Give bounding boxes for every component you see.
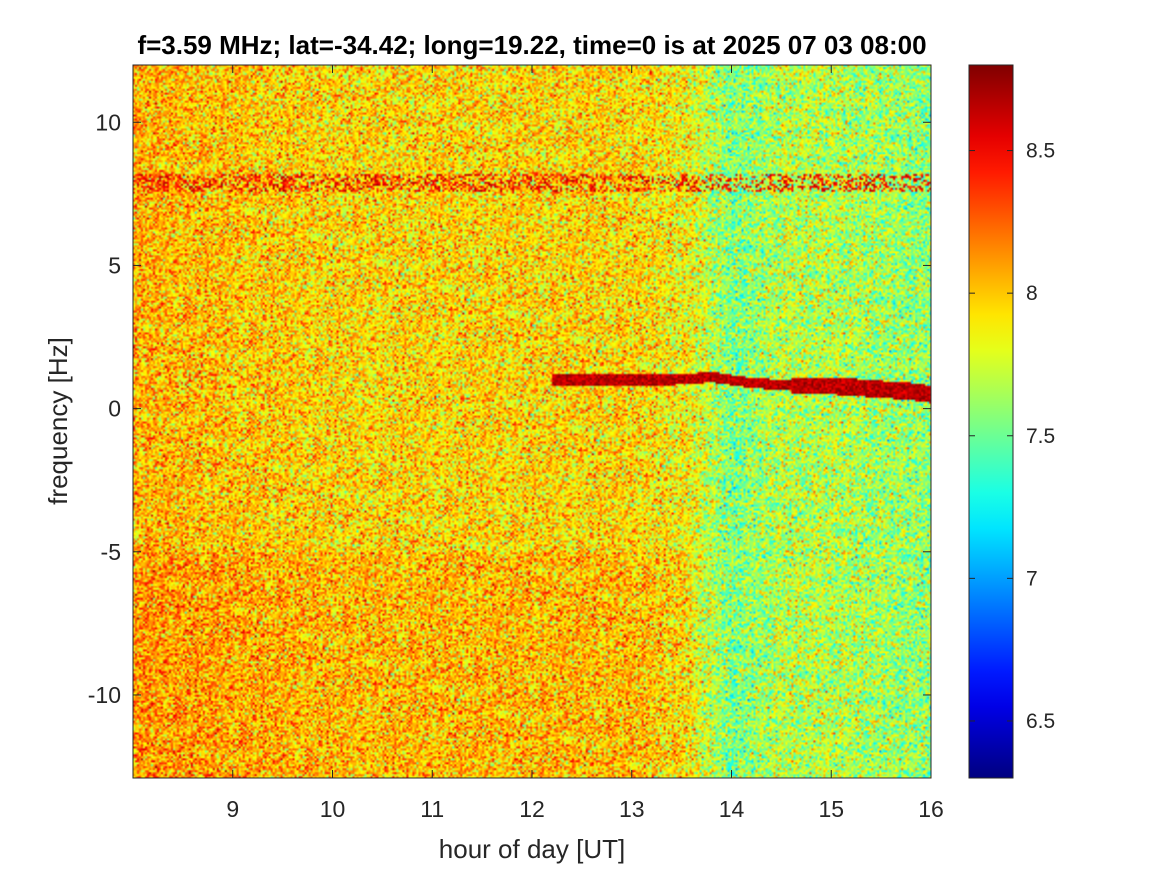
y-tick-label: -5 bbox=[101, 539, 121, 565]
colorbar-tick-label: 8 bbox=[1026, 282, 1038, 305]
plot-area bbox=[133, 65, 931, 778]
x-tick-label: 16 bbox=[918, 796, 944, 822]
colorbar-tick-label: 6.5 bbox=[1026, 710, 1055, 733]
x-tick-label: 10 bbox=[320, 796, 346, 822]
y-axis: 10 5 0 -5 -10 bbox=[88, 109, 931, 708]
y-tick-label: 10 bbox=[95, 109, 121, 135]
x-tick-label: 14 bbox=[719, 796, 745, 822]
x-tick-label: 15 bbox=[818, 796, 844, 822]
colorbar-tick-label: 7.5 bbox=[1026, 425, 1055, 448]
x-axis: 9 10 11 12 13 14 15 16 bbox=[226, 65, 944, 822]
heatmap-image bbox=[133, 65, 931, 778]
colorbar-axis: 8.5 8 7.5 7 6.5 bbox=[969, 140, 1055, 733]
y-tick-label: 5 bbox=[108, 252, 121, 278]
y-tick-label: -10 bbox=[88, 682, 121, 708]
x-tick-label: 13 bbox=[619, 796, 645, 822]
y-axis-label: frequency [Hz] bbox=[43, 337, 73, 505]
x-tick-label: 11 bbox=[420, 796, 444, 822]
colorbar bbox=[969, 65, 1013, 778]
colorbar-frame bbox=[968, 64, 1014, 779]
colorbar-tick-label: 8.5 bbox=[1026, 140, 1055, 163]
x-axis-label: hour of day [UT] bbox=[439, 834, 625, 864]
x-tick-label: 12 bbox=[519, 796, 545, 822]
y-tick-label: 0 bbox=[108, 396, 121, 422]
x-tick-label: 9 bbox=[226, 796, 239, 822]
chart-title: f=3.59 MHz; lat=-34.42; long=19.22, time… bbox=[137, 30, 926, 60]
colorbar-tick-label: 7 bbox=[1026, 567, 1038, 590]
